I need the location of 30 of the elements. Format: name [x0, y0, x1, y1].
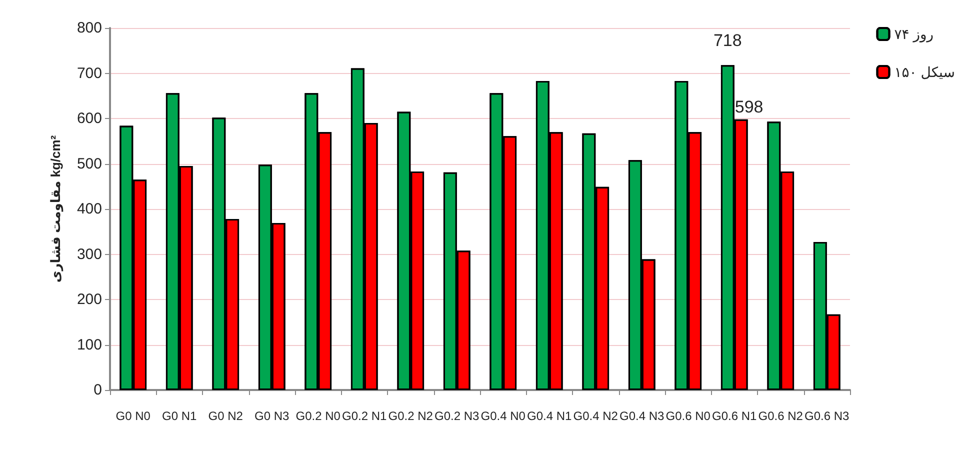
data-label: 718: [713, 31, 742, 50]
y-tick-label: 400: [76, 200, 102, 218]
y-tick-label: 100: [76, 336, 102, 354]
x-tick-label: G0.4 N0: [480, 409, 526, 423]
x-tick-label: G0.2 N0: [296, 409, 341, 423]
x-tick-label: G0.6 N0: [666, 409, 711, 423]
y-axis-title: مقاومت فشاری kg/cm²: [48, 134, 64, 283]
x-tick-label: G0.4 N1: [527, 409, 572, 423]
y-tick-label: 800: [76, 20, 102, 36]
data-label: 598: [734, 97, 764, 116]
x-tick-label: G0.4 N2: [573, 409, 618, 423]
x-tick-label: G0 N1: [162, 409, 198, 423]
y-tick-label: 600: [76, 110, 102, 127]
x-tick-label: G0.6 N2: [758, 409, 804, 423]
y-tick-label: 300: [76, 246, 102, 263]
x-tick-label: G0.4 N3: [620, 409, 665, 423]
x-tick-label: G0.6 N3: [804, 409, 850, 423]
legend-label: ۱۵۰ سیکل: [894, 64, 956, 80]
legend-label: ۷۴ روز: [894, 26, 934, 43]
y-tick-label: 500: [76, 155, 102, 172]
y-tick-label: 700: [76, 64, 102, 82]
x-tick-label: G0.2 N3: [434, 409, 480, 423]
x-tick-label: G0.6 N1: [712, 409, 758, 423]
x-tick-label: G0 N3: [254, 409, 290, 423]
x-tick-label: G0.2 N1: [342, 409, 388, 423]
x-tick-label: G0 N2: [208, 409, 244, 423]
x-tick-label: G0.2 N2: [388, 409, 434, 423]
y-tick-label: 0: [94, 382, 102, 398]
y-tick-label: 200: [76, 291, 102, 308]
x-tick-label: G0 N0: [116, 409, 151, 423]
